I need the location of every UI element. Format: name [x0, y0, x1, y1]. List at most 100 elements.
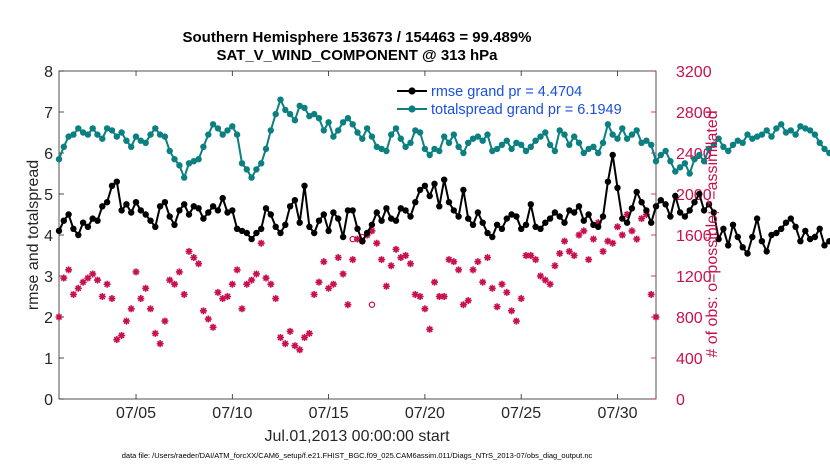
y2-tick-label: 3200 — [676, 64, 712, 81]
totalspread-point — [623, 135, 631, 142]
rmse-point — [161, 199, 169, 206]
totalspread-point — [392, 125, 400, 132]
rmse-point — [392, 217, 400, 224]
obs-assimilated-marker — [214, 288, 222, 296]
rmse-point — [782, 219, 790, 226]
totalspread-point — [518, 141, 525, 148]
obs-assimilated-marker — [267, 280, 275, 288]
obs-assimilated-marker — [195, 260, 203, 268]
totalspread-point — [522, 147, 530, 155]
x-tick-label: 07/20 — [405, 405, 445, 422]
totalspread-point — [99, 135, 106, 142]
totalspread-point — [445, 139, 453, 146]
obs-assimilated-marker — [127, 305, 135, 313]
totalspread-point — [339, 119, 347, 126]
totalspread-point — [147, 131, 154, 138]
rmse-point — [363, 229, 371, 237]
totalspread-point — [171, 156, 178, 163]
rmse-point — [609, 151, 616, 159]
totalspread-point — [763, 127, 770, 134]
rmse-point — [676, 209, 684, 216]
totalspread-point — [262, 145, 270, 153]
rmse-point — [205, 209, 212, 216]
rmse-point — [132, 199, 140, 206]
x-axis-ticks: 07/05 07/10 07/15 07/20 07/25 07/30 — [116, 71, 638, 422]
obs-assimilated-marker — [488, 284, 496, 292]
obs-assimilated-marker — [416, 293, 424, 300]
totalspread-point — [431, 145, 438, 153]
rmse-point — [493, 221, 501, 228]
totalspread-point — [580, 149, 587, 157]
obs-assimilated-marker — [156, 340, 164, 348]
totalspread-point — [571, 133, 578, 140]
totalspread-point — [132, 133, 140, 140]
obs-assimilated-marker — [94, 276, 102, 284]
rmse-point — [407, 213, 414, 220]
totalspread-point — [816, 139, 823, 146]
totalspread-point — [128, 143, 135, 150]
totalspread-point — [320, 127, 327, 134]
totalspread-point — [753, 133, 761, 140]
totalspread-point — [65, 133, 72, 140]
obs-possible-marker — [349, 235, 356, 243]
totalspread-point — [123, 137, 130, 144]
obs-assimilated-marker — [642, 211, 650, 218]
totalspread-point — [176, 162, 183, 169]
obs-assimilated-marker — [199, 307, 207, 315]
totalspread-point — [181, 174, 188, 181]
rmse-point — [195, 205, 202, 212]
totalspread-point — [643, 137, 650, 144]
obs-assimilated-marker — [638, 215, 646, 223]
totalspread-point — [397, 135, 404, 142]
rmse-point — [537, 225, 544, 232]
obs-assimilated-marker — [541, 276, 549, 284]
obs-assimilated-marker — [503, 288, 511, 296]
obs-assimilated-marker — [334, 254, 342, 262]
rmse-point — [354, 225, 361, 232]
totalspread-point — [739, 139, 746, 146]
y2-tick-label: 2800 — [676, 105, 712, 122]
rmse-point — [590, 221, 597, 228]
totalspread-point — [725, 147, 732, 155]
totalspread-point — [662, 147, 669, 155]
obs-assimilated-marker — [536, 272, 544, 280]
obs-assimilated-marker — [508, 307, 516, 315]
rmse-point — [373, 209, 380, 216]
totalspread-point — [450, 131, 457, 138]
rmse-point — [185, 211, 193, 218]
obs-assimilated-marker — [522, 252, 530, 259]
totalspread-point — [277, 96, 284, 103]
obs-assimilated-marker — [301, 334, 309, 341]
rmse-point — [70, 225, 77, 232]
obs-assimilated-marker — [392, 245, 400, 253]
rmse-point — [619, 215, 626, 222]
totalspread-point — [349, 121, 356, 128]
obs-assimilated-marker — [180, 290, 188, 298]
totalspread-point — [782, 129, 790, 136]
rmse-point — [734, 233, 741, 241]
rmse-point — [715, 235, 722, 243]
totalspread-point — [325, 119, 332, 126]
rmse-point — [753, 215, 761, 222]
obs-assimilated-marker — [55, 313, 63, 321]
rmse-point — [65, 211, 72, 218]
y-tick-label: 6 — [44, 146, 53, 163]
obs-assimilated-marker — [320, 258, 328, 266]
rmse-point — [604, 178, 612, 185]
obs-assimilated-marker — [378, 256, 386, 264]
totalspread-point — [272, 110, 279, 118]
totalspread-point — [152, 125, 159, 132]
totalspread-point — [229, 123, 236, 130]
totalspread-point — [156, 131, 164, 138]
totalspread-point — [792, 131, 799, 138]
rmse-point — [258, 225, 265, 232]
rmse-point — [108, 182, 116, 189]
rmse-point — [571, 209, 578, 216]
chart-subtitle: SAT_V_WIND_COMPONENT @ 313 hPa — [216, 47, 498, 64]
rmse-point — [412, 199, 419, 206]
totalspread-point — [258, 160, 265, 167]
totalspread-point — [633, 127, 640, 134]
y-tick-label: 3 — [44, 269, 53, 286]
obs-assimilated-marker — [354, 235, 361, 243]
